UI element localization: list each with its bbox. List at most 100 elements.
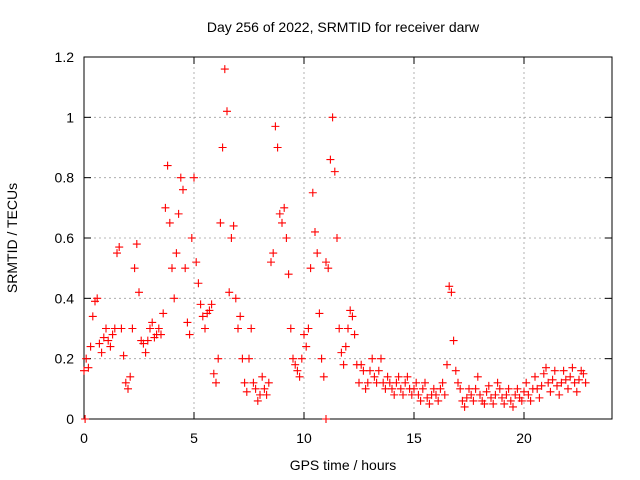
data-point xyxy=(447,288,456,297)
data-point xyxy=(121,378,130,387)
data-point xyxy=(271,122,280,131)
data-point xyxy=(262,390,271,399)
data-point xyxy=(579,369,588,378)
data-point xyxy=(484,381,493,390)
data-point xyxy=(234,324,242,333)
data-point xyxy=(383,372,392,381)
y-tick-label: 0.2 xyxy=(55,351,75,367)
data-point xyxy=(251,384,260,393)
data-point xyxy=(146,324,154,333)
data-point xyxy=(196,300,205,309)
data-point xyxy=(95,339,104,348)
data-point xyxy=(240,378,249,387)
data-point xyxy=(416,396,425,405)
data-point xyxy=(421,378,429,387)
data-point xyxy=(432,390,440,399)
data-point xyxy=(313,249,322,258)
data-point xyxy=(81,415,90,423)
data-point xyxy=(157,330,165,339)
data-point xyxy=(190,173,198,182)
data-point xyxy=(304,324,313,333)
data-point xyxy=(438,378,447,387)
data-point xyxy=(143,336,152,345)
data-point xyxy=(267,258,275,267)
data-point xyxy=(286,324,295,333)
data-point xyxy=(97,348,106,357)
data-point xyxy=(524,390,533,399)
data-point xyxy=(278,218,286,227)
data-point xyxy=(357,360,366,369)
x-tick-label: 5 xyxy=(190,430,198,446)
y-tick-label: 1.2 xyxy=(55,49,75,65)
data-point xyxy=(174,209,183,218)
data-point xyxy=(355,378,363,387)
data-point xyxy=(168,264,176,273)
data-point xyxy=(225,288,234,297)
data-point xyxy=(546,387,555,396)
data-point xyxy=(284,270,293,279)
data-point xyxy=(297,354,306,363)
data-point xyxy=(317,354,326,363)
data-point xyxy=(559,366,568,375)
data-point xyxy=(370,372,379,381)
data-point xyxy=(102,324,110,333)
data-point xyxy=(575,375,583,384)
data-point xyxy=(216,218,225,227)
data-point xyxy=(223,107,231,116)
data-point xyxy=(480,399,489,408)
data-point xyxy=(456,384,465,393)
data-point xyxy=(319,372,328,381)
data-point xyxy=(388,384,396,393)
data-point xyxy=(245,354,253,363)
data-point xyxy=(445,282,454,291)
data-point xyxy=(403,372,412,381)
data-point xyxy=(335,324,344,333)
data-point xyxy=(324,264,333,273)
y-tick-label: 0.4 xyxy=(55,290,75,306)
data-point xyxy=(106,342,115,351)
chart-title: Day 256 of 2022, SRMTID for receiver dar… xyxy=(207,19,480,35)
data-point xyxy=(458,396,467,405)
data-point xyxy=(128,324,137,333)
data-point xyxy=(247,324,256,333)
data-point xyxy=(341,342,350,351)
y-tick-label: 0.6 xyxy=(55,230,75,246)
data-point xyxy=(82,354,91,363)
data-point xyxy=(179,185,187,194)
data-point xyxy=(401,378,410,387)
y-axis-label: SRMTID / TECUs xyxy=(4,183,20,293)
data-point xyxy=(443,360,451,369)
data-point xyxy=(487,393,495,402)
data-point xyxy=(295,372,304,381)
data-point xyxy=(482,387,491,396)
data-point xyxy=(491,390,500,399)
data-point xyxy=(282,234,291,242)
data-point xyxy=(467,390,476,399)
data-point xyxy=(451,366,460,375)
data-point xyxy=(539,369,548,378)
data-point xyxy=(377,354,385,363)
data-point xyxy=(249,378,258,387)
data-point xyxy=(544,378,553,387)
data-point xyxy=(108,330,117,339)
y-tick-label: 0.8 xyxy=(55,170,75,186)
data-point xyxy=(526,396,535,405)
data-markers xyxy=(80,65,590,423)
data-point xyxy=(302,342,311,351)
data-point xyxy=(181,264,190,273)
data-point xyxy=(308,188,317,197)
data-point xyxy=(273,143,282,152)
data-point xyxy=(511,390,520,399)
data-point xyxy=(258,372,267,381)
data-point xyxy=(520,387,528,396)
data-point xyxy=(187,234,196,242)
data-point xyxy=(185,330,194,339)
data-point xyxy=(84,363,93,372)
data-point xyxy=(493,378,502,387)
data-point xyxy=(368,354,377,363)
data-point xyxy=(509,402,517,411)
data-point xyxy=(328,113,337,122)
data-point xyxy=(469,396,478,405)
data-point xyxy=(205,306,214,315)
data-point xyxy=(344,324,352,333)
